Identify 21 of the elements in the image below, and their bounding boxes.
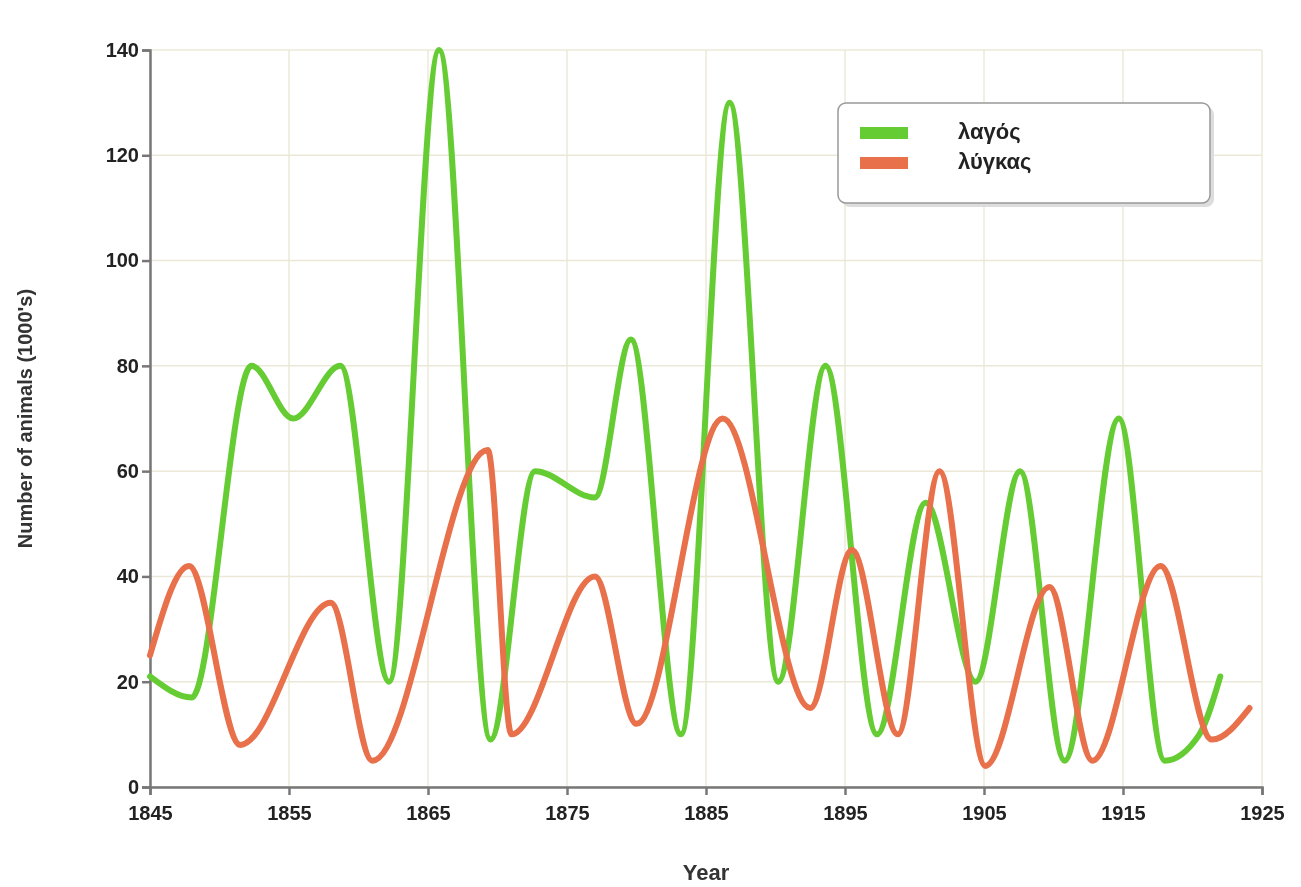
x-tick-label: 1865 [406, 802, 451, 824]
x-tick-label: 1875 [545, 802, 590, 824]
y-tick-label: 0 [127, 775, 139, 798]
y-tick-label: 80 [116, 354, 139, 377]
x-tick-label: 1905 [962, 802, 1007, 824]
x-tick-label: 1885 [684, 802, 729, 824]
y-tick-label: 100 [105, 249, 139, 272]
y-tick-label: 140 [105, 38, 139, 61]
y-tick-label: 60 [116, 460, 139, 483]
x-tick-label: 1855 [267, 802, 312, 824]
y-axis-title: Number of animals (1000's) [14, 288, 36, 549]
y-tick-label: 120 [105, 144, 139, 167]
x-tick-label: 1895 [823, 802, 868, 824]
x-axis-title: Year [682, 860, 730, 885]
x-tick-label: 1915 [1101, 802, 1146, 824]
x-tick-label: 1845 [128, 802, 173, 824]
y-tick-label: 20 [116, 670, 139, 693]
legend-label: λαγός [958, 119, 1021, 144]
legend-label: λύγκας [958, 149, 1032, 174]
y-tick-label: 40 [116, 565, 139, 588]
x-tick-label: 1925 [1240, 802, 1285, 824]
